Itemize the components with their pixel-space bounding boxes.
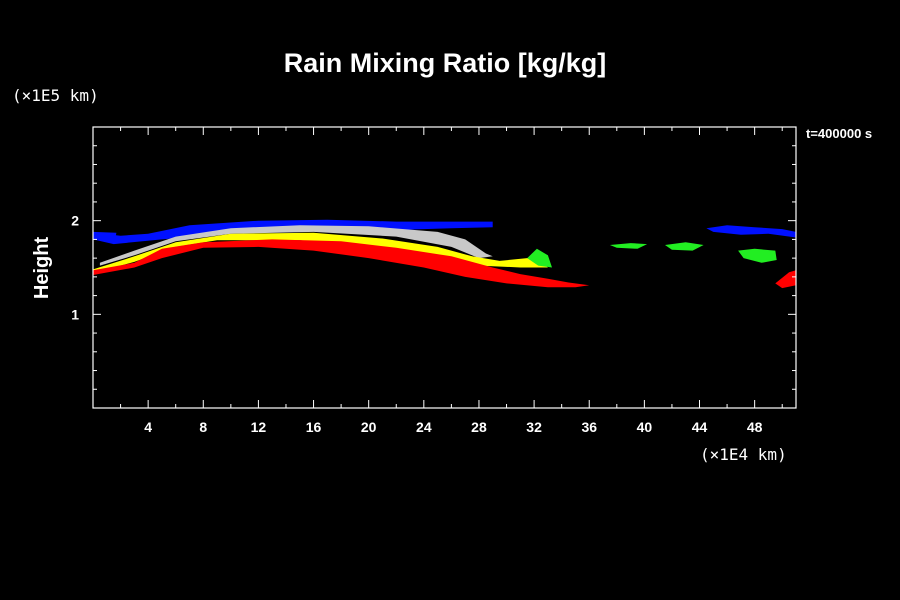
- region-green-patch-48: [738, 248, 777, 263]
- region-green-patch-43: [665, 242, 704, 251]
- x-tick-label: 24: [416, 419, 432, 435]
- x-tick-label: 16: [306, 419, 322, 435]
- y-unit-label: (×1E5 km): [12, 86, 99, 105]
- region-red-right-patch: [775, 270, 796, 289]
- chart-title: Rain Mixing Ratio [kg/kg]: [284, 48, 607, 78]
- region-blue-right-patch: [706, 225, 796, 238]
- region-blue-left-patch: [93, 231, 117, 240]
- y-tick-label: 2: [71, 213, 79, 229]
- x-tick-label: 4: [144, 419, 152, 435]
- x-tick-label: 28: [471, 419, 487, 435]
- x-tick-label: 36: [581, 419, 597, 435]
- y-axis-label: Height: [31, 237, 53, 300]
- x-tick-label: 20: [361, 419, 377, 435]
- plot-frame: [92, 126, 797, 409]
- time-label: t=400000 s: [806, 126, 872, 141]
- x-tick-label: 12: [251, 419, 267, 435]
- plot-regions: [93, 219, 796, 289]
- x-tick-label: 40: [637, 419, 653, 435]
- x-tick-label: 8: [199, 419, 207, 435]
- x-tick-label: 48: [747, 419, 763, 435]
- region-green-patch-32: [527, 248, 552, 268]
- region-red-band: [93, 239, 590, 288]
- x-tick-label: 32: [526, 419, 542, 435]
- y-tick-label: 1: [71, 306, 79, 322]
- region-blue-band: [93, 219, 493, 245]
- region-grey-band: [99, 225, 493, 266]
- x-tick-label: 44: [692, 419, 708, 435]
- x-unit-label: (×1E4 km): [700, 445, 787, 464]
- region-green-patch-39: [609, 243, 648, 249]
